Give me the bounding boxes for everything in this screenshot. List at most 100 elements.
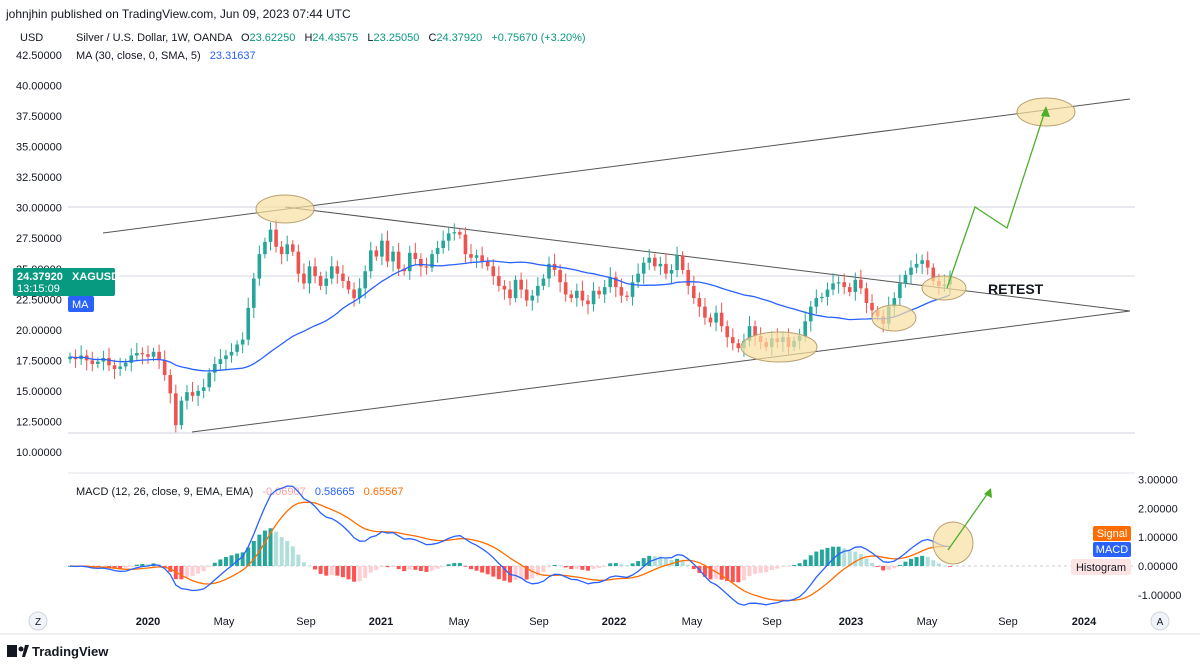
macd-histogram-bar [808,555,813,566]
macd-histogram-bar [931,560,936,566]
macd-histogram-bar [903,561,908,566]
candle-body [313,266,317,277]
macd-histogram-bar [753,566,758,574]
candle-body [407,252,412,272]
macd-histogram-bar [847,551,852,566]
macd-histogram-bar [691,566,696,570]
candle-body [218,359,223,365]
macd-histogram-bar [764,566,769,573]
candle-body [536,285,540,296]
candle-body [190,392,195,396]
macd-histogram-bar [402,566,407,572]
macd-histogram-bar [357,566,362,582]
candle-body [185,392,189,401]
candle-body [831,283,835,290]
macd-histogram-bar [758,566,763,573]
candle-body [725,326,730,338]
candle-body [441,240,445,249]
candle-body [575,290,579,299]
macd-histogram-bar [925,556,930,566]
macd-tick-label: 3.00000 [1138,475,1178,487]
macd-histogram-bar [352,566,357,582]
candle-body [123,362,128,367]
candle-body [630,282,635,297]
candle-body [296,251,301,274]
candle-body [703,306,707,318]
candle-body [480,255,484,262]
macd-histogram-bar [396,566,401,570]
macd-histogram-bar [920,555,925,566]
macd-histogram-bar [218,559,223,566]
macd-histogram-bar [530,566,535,579]
time-tick-label: May [449,616,470,628]
signal-line [69,501,950,602]
macd-histogram-bar [569,566,574,570]
candle-body [502,285,507,290]
candle-body [563,282,568,295]
macd-histogram-bar [747,566,752,576]
macd-histogram-bar [274,531,279,566]
macd-projection-path [947,489,991,551]
candle-body [898,283,902,299]
price-arrow-head [1041,106,1050,117]
signal-tag: Signal [1097,528,1128,540]
z-button[interactable]: Z [28,611,48,631]
candle-body [112,365,117,369]
candle-body [508,289,512,299]
candle-body [257,254,262,279]
highlights [255,97,1076,565]
macd-histogram-bar [669,559,674,566]
macd-histogram-bar [474,566,479,571]
ma-line [69,260,951,372]
a-button[interactable]: A [1150,611,1170,631]
highlight-bottom-2022 [740,331,818,363]
macd-histogram-bar [736,566,741,583]
candle-body [129,355,134,363]
candle-body [730,337,735,344]
candle-body [842,282,846,288]
candle-body [541,278,546,286]
macd-histogram-bar [519,566,524,580]
macd-histogram-bar [223,557,228,566]
descending-resistance-line [284,206,1131,312]
candle-body [825,289,830,297]
macd-histogram-bar [786,566,791,567]
candle-body [463,234,468,255]
macd-histogram-bar [948,566,952,567]
macd-histogram-bar [140,564,145,566]
macd-histogram-bar [407,566,412,570]
candle-body [240,339,245,345]
candle-body [719,312,724,327]
macd-histogram-bar [708,566,713,580]
candle-body [446,233,451,241]
candle-body [524,289,529,301]
macd-histogram-bar [541,566,546,573]
time-tick-label: May [214,616,235,628]
macd-histogram-bar [469,566,474,570]
candle-body [285,244,290,255]
macd-histogram-bar [513,566,518,580]
candle-body [357,288,362,299]
candle-body [430,254,434,268]
price-tick-label: 32.50000 [16,172,62,184]
svg-text:A: A [1157,617,1164,628]
candle-body [485,261,490,267]
projection-arrows [946,106,1050,551]
ma-legend: MA (30, close, 0, SMA, 5) 23.31637 [76,50,256,62]
macd-histogram-bar [814,551,819,566]
macd-histogram-bar [134,564,139,566]
candle-body [135,353,139,356]
signal-tag-bg [1093,526,1131,541]
macd-histogram-bar [886,566,891,570]
macd-histogram-bar [641,558,646,566]
macd-histogram-bar [246,547,251,566]
candle-body [753,326,757,336]
macd-histogram-bar [546,566,551,568]
candle-body [268,229,273,242]
candle-body [569,294,574,299]
macd-histogram-bar [591,566,596,569]
macd-histogram-bar [574,566,579,569]
bar-countdown: 13:15:09 [17,283,60,295]
candle-body [853,279,858,292]
